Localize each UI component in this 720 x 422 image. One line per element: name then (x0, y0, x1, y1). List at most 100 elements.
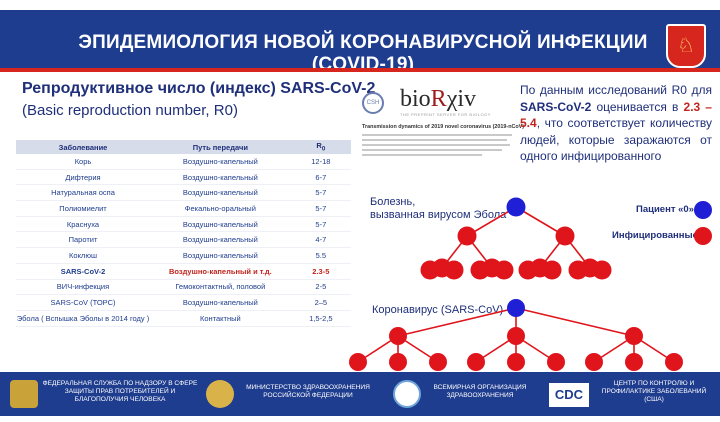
cell-r0: 5.5 (290, 247, 351, 264)
r0-text-range: 2.3 – 5.4 (520, 99, 712, 131)
section-title: Репродуктивное число (индекс) SARS-CoV-2 (22, 80, 376, 97)
footer-minzdrav: Министерство здравоохранения Российской … (200, 372, 380, 416)
infected-node (592, 260, 612, 280)
table-row: SARS-CoV-2 Воздушно-капельный и т.д. 2.3-5 (16, 263, 351, 280)
cell-r0: 2.3-5 (290, 263, 351, 280)
footer-cdc: CDC Центр по контролю и профилактике заб… (540, 372, 720, 416)
cell-r0: 2-5 (290, 279, 351, 296)
cell-route: Фекально-оральный (150, 200, 291, 217)
infected-node (389, 327, 407, 345)
r0-text-p2: оценивается в (596, 99, 679, 114)
infected-node (457, 226, 477, 246)
infected-node (507, 327, 525, 345)
table-row: Коклюш Воздушно-капельный 5.5 (16, 247, 351, 264)
biorxiv-wordmark-post: χiv (446, 86, 477, 112)
banner-stripe (0, 68, 720, 72)
infected-node (429, 353, 447, 371)
legend-infected-icon (694, 227, 712, 245)
col-r0-label: R (316, 141, 322, 151)
cell-r0: 6-7 (290, 169, 351, 186)
cell-disease: SARS-CoV-2 (16, 263, 150, 280)
infected-node (507, 353, 525, 371)
cell-route: Воздушно-капельный (150, 231, 291, 249)
cell-r0: 1,5-2,5 (290, 310, 351, 327)
ebola-label-line2: вызванная вирусом Эбола (370, 209, 507, 221)
infected-node (420, 260, 440, 280)
cell-r0: 5-7 (290, 184, 351, 202)
cell-disease: Полиомиелит (16, 200, 150, 217)
paper-title: Transmission dynamics of 2019 novel coro… (362, 124, 525, 130)
who-text: Всемирная организация здравоохранения (433, 384, 527, 399)
r0-text-p1: По данным исследований R0 для (520, 83, 712, 97)
cell-disease: Корь (16, 154, 150, 170)
infected-node (585, 353, 603, 371)
infected-node (555, 226, 575, 246)
legend-patient-label: Пациент «0» (636, 204, 694, 215)
cdc-logo-icon: CDC (548, 382, 590, 408)
infected-node (494, 260, 514, 280)
tree-edge (397, 307, 517, 337)
cell-route: Контактный (150, 310, 291, 327)
table-row: Корь Воздушно-капельный 12-18 (16, 154, 351, 170)
cell-route: Воздушно-капельный (150, 216, 291, 233)
ebola-label: Болезнь, вызванная вирусом Эбола (370, 196, 506, 222)
rospotreb-emblem-icon (10, 380, 38, 408)
infected-node (665, 353, 683, 371)
cell-r0: 12-18 (290, 154, 351, 170)
col-r0-sub: 0 (321, 145, 326, 153)
moscow-coat-of-arms-icon: ♘ (666, 24, 706, 68)
minzdrav-text: Министерство здравоохранения Российской … (246, 384, 370, 399)
patient-zero-node (506, 197, 526, 217)
cell-route: Воздушно-капельный (150, 184, 291, 202)
csh-logo-icon: CSH (362, 92, 384, 114)
infected-node (625, 353, 643, 371)
legend-patient-icon (694, 201, 712, 219)
table-row: Натуральная оспа Воздушно-капельный 5-7 (16, 184, 351, 202)
table-row: Дифтерия Воздушно-капельный 6-7 (16, 169, 351, 186)
paper-authors-lines (362, 134, 512, 159)
cell-route: Воздушно-капельный (150, 294, 291, 311)
infected-node (547, 353, 565, 371)
tree-edge (515, 307, 635, 337)
title-banner: ЭПИДЕМИОЛОГИЯ НОВОЙ КОРОНАВИРУСНОЙ ИНФЕК… (0, 10, 720, 75)
cell-disease: ВИЧ-инфекция (16, 279, 150, 296)
cell-disease: SARS-CoV (ТОРС) (16, 294, 150, 311)
rospotreb-text: Федеральная служба по надзору в сфере за… (42, 380, 198, 403)
cell-disease: Краснуха (16, 216, 150, 233)
patient-zero-node (507, 299, 525, 317)
col-route: Путь передачи (150, 140, 291, 154)
cell-route: Воздушно-капельный (150, 169, 291, 186)
biorxiv-wordmark: bioRχiv (400, 86, 476, 113)
footer-rospotreb: Федеральная служба по надзору в сфере за… (0, 372, 200, 416)
biorxiv-wordmark-pre: bio (400, 86, 431, 112)
cell-disease: Натуральная оспа (16, 184, 150, 202)
table-row: Полиомиелит Фекально-оральный 5-7 (16, 200, 351, 217)
table-row: Краснуха Воздушно-капельный 5-7 (16, 216, 351, 233)
cell-disease: Эбола ( Вспышка Эболы в 2014 году ) (16, 310, 150, 327)
cell-r0: 5-7 (290, 200, 351, 217)
cdc-text: Центр по контролю и профилактике заболев… (601, 380, 707, 403)
infected-node (542, 260, 562, 280)
r0-text-p3: , что соответствует количеству людей, ко… (520, 116, 712, 163)
table-row: Эбола ( Вспышка Эболы в 2014 году ) Конта… (16, 310, 351, 327)
who-emblem-icon (393, 380, 421, 408)
r0-estimate-text: По данным исследований R0 для SARS-CoV-2… (520, 82, 712, 165)
ebola-label-line1: Болезнь, (370, 196, 416, 208)
infected-node (444, 260, 464, 280)
biorxiv-wordmark-accent: R (430, 86, 447, 112)
cell-route: Воздушно-капельный (150, 154, 291, 170)
infected-node (470, 260, 490, 280)
footer: Федеральная служба по надзору в сфере за… (0, 372, 720, 416)
infected-node (568, 260, 588, 280)
table-row: ВИЧ-инфекция Гемоконтактный, половой 2-5 (16, 279, 351, 296)
cell-disease: Коклюш (16, 247, 150, 264)
minzdrav-emblem-icon (206, 380, 234, 408)
r0-text-virus: SARS-CoV-2 (520, 99, 592, 114)
biorxiv-logo: CSH bioRχiv THE PREPRINT SERVER FOR BIOL… (362, 86, 512, 136)
transmission-trees (349, 197, 712, 371)
infected-node (349, 353, 367, 371)
cell-disease: Паротит (16, 231, 150, 249)
legend-infected-label: Инфицированные (612, 230, 698, 241)
cell-r0: 2–5 (290, 294, 351, 311)
cell-route: Воздушно-капельный (150, 247, 291, 264)
